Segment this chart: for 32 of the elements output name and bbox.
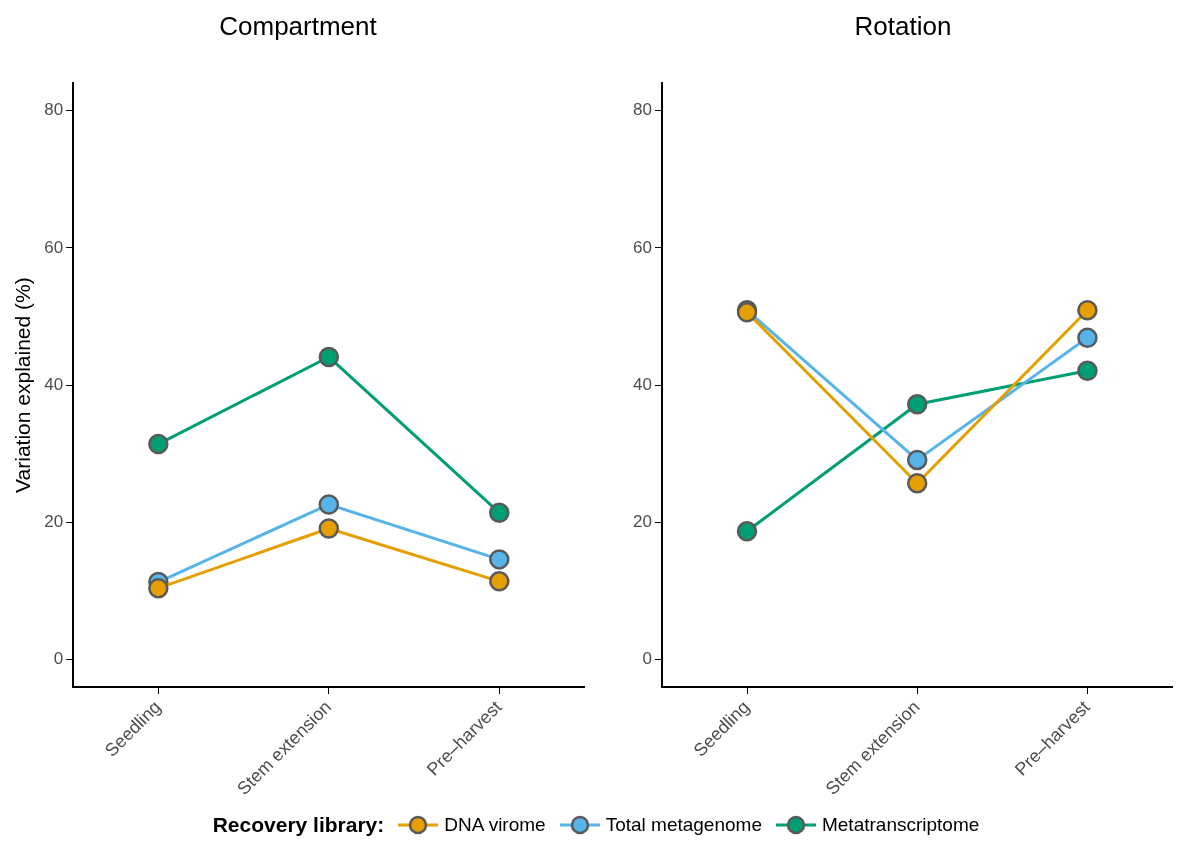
- legend-label: Total metagenome: [605, 814, 762, 836]
- chart-title: Compartment: [219, 10, 378, 41]
- y-tick-label: 0: [642, 649, 652, 669]
- point: [906, 449, 928, 471]
- legend-label: DNA virome: [444, 814, 546, 836]
- point: [906, 472, 928, 494]
- point: [148, 577, 169, 599]
- legend-title: Recovery library:: [212, 813, 385, 837]
- y-tick-label: 80: [632, 100, 652, 120]
- point: [318, 346, 340, 368]
- point: [489, 549, 510, 570]
- point: [1077, 300, 1098, 321]
- y-tick-label: 60: [44, 237, 64, 257]
- y-tick-label: 20: [632, 512, 652, 532]
- point: [489, 571, 510, 592]
- point: [318, 518, 340, 539]
- y-tick-label: 40: [44, 374, 64, 394]
- y-tick-label: 80: [44, 100, 64, 120]
- y-tick-label: 40: [632, 374, 652, 394]
- point: [318, 494, 340, 515]
- chart-title: Rotation: [854, 10, 952, 41]
- point: [489, 502, 510, 523]
- legend-label: Metatranscriptome: [821, 814, 980, 836]
- point: [148, 433, 169, 455]
- point: [1077, 327, 1098, 349]
- y-tick-label: 0: [53, 649, 64, 669]
- y-tick-label: 20: [44, 512, 64, 532]
- y-axis-title: Variation explained (%): [11, 277, 35, 493]
- point: [906, 394, 928, 415]
- point: [1077, 360, 1098, 381]
- point: [736, 521, 758, 542]
- y-tick-label: 60: [632, 237, 652, 257]
